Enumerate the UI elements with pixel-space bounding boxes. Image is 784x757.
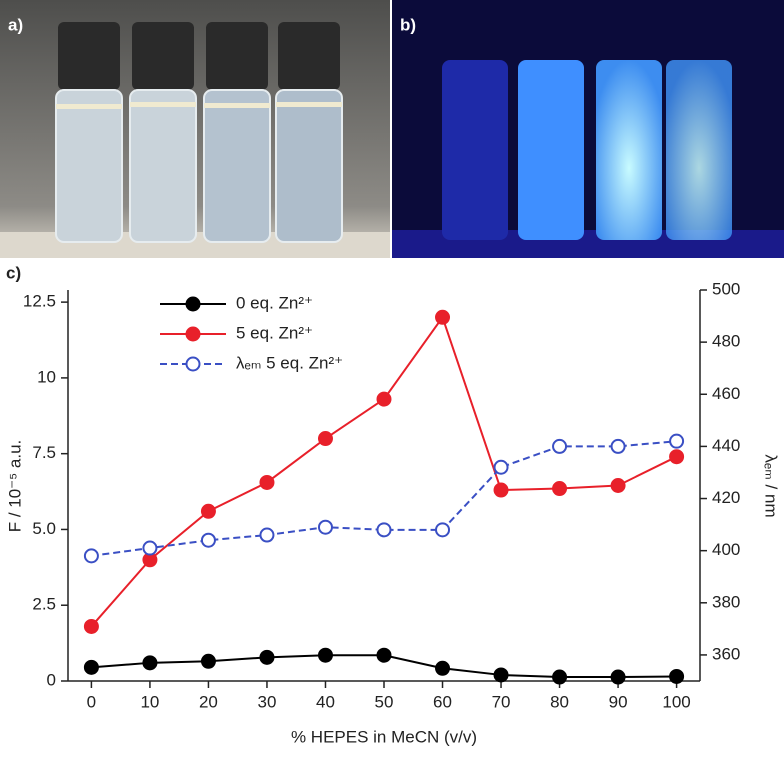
legend-label: 0 eq. Zn²⁺ — [236, 293, 313, 312]
x-tick-label: 60 — [433, 692, 452, 711]
x-tick-label: 90 — [609, 692, 628, 711]
x-tick-label: 70 — [492, 692, 511, 711]
y2-tick-label: 380 — [712, 592, 740, 611]
data-point — [552, 481, 568, 497]
y-axis-label: F / 10⁻⁵ a.u. — [5, 440, 24, 533]
x-tick-label: 40 — [316, 692, 335, 711]
legend-marker — [185, 296, 201, 312]
photo-a — [0, 0, 390, 258]
y2-tick-label: 460 — [712, 384, 740, 403]
panel-label: b) — [400, 15, 416, 34]
y-tick-label: 5.0 — [32, 519, 56, 538]
data-point — [83, 548, 99, 564]
x-tick-label: 100 — [662, 692, 690, 711]
panel-label: a) — [8, 15, 23, 34]
data-point — [142, 540, 158, 556]
y2-tick-label: 400 — [712, 540, 740, 559]
y-tick-label: 7.5 — [32, 443, 56, 462]
data-point — [610, 478, 626, 493]
y-tick-label: 2.5 — [32, 595, 56, 614]
data-point — [552, 669, 568, 685]
series-line — [90, 315, 678, 628]
x-axis-label: % HEPES in MeCN (v/v) — [291, 727, 477, 746]
data-point — [317, 431, 333, 447]
data-point — [669, 449, 685, 465]
data-point — [376, 647, 392, 663]
legend-label: 5 eq. Zn²⁺ — [236, 323, 313, 342]
data-point — [317, 519, 333, 535]
data-point — [376, 391, 392, 407]
legend-marker — [185, 326, 201, 342]
legend-label: λₑₘ 5 eq. Zn²⁺ — [236, 353, 343, 372]
data-point — [259, 527, 275, 543]
y2-tick-label: 360 — [712, 644, 740, 663]
data-point — [669, 668, 685, 684]
series-line — [91, 440, 677, 557]
data-point — [259, 474, 275, 490]
y-tick-label: 12.5 — [23, 292, 56, 311]
data-point — [83, 618, 99, 634]
data-point — [142, 655, 158, 671]
x-tick-label: 20 — [199, 692, 218, 711]
y2-axis-label: λₑₘ / nm — [762, 454, 781, 517]
legend-marker — [185, 356, 201, 372]
data-point — [552, 438, 568, 454]
photo-b — [392, 0, 784, 258]
y-tick-label: 10 — [37, 367, 56, 386]
y-tick-label: 0 — [47, 670, 56, 689]
x-tick-label: 30 — [258, 692, 277, 711]
data-point — [493, 482, 509, 498]
data-point — [376, 522, 392, 538]
data-point — [200, 532, 216, 548]
data-point — [200, 503, 216, 519]
data-point — [493, 667, 509, 683]
x-tick-label: 80 — [550, 692, 569, 711]
data-point — [259, 649, 275, 665]
y2-tick-label: 480 — [712, 332, 740, 351]
data-point — [435, 522, 451, 538]
data-point — [435, 309, 451, 325]
y2-tick-label: 420 — [712, 488, 740, 507]
data-point — [200, 653, 216, 669]
data-point — [435, 660, 451, 676]
data-point — [669, 433, 685, 449]
x-tick-label: 50 — [375, 692, 394, 711]
data-point — [610, 669, 626, 685]
y2-tick-label: 500 — [712, 279, 740, 298]
panel-label: c) — [6, 263, 21, 282]
data-point — [83, 659, 99, 675]
x-tick-label: 0 — [87, 692, 96, 711]
data-point — [493, 459, 509, 475]
data-point — [610, 438, 626, 454]
y2-tick-label: 440 — [712, 436, 740, 455]
data-point — [317, 647, 333, 663]
x-tick-label: 10 — [140, 692, 159, 711]
